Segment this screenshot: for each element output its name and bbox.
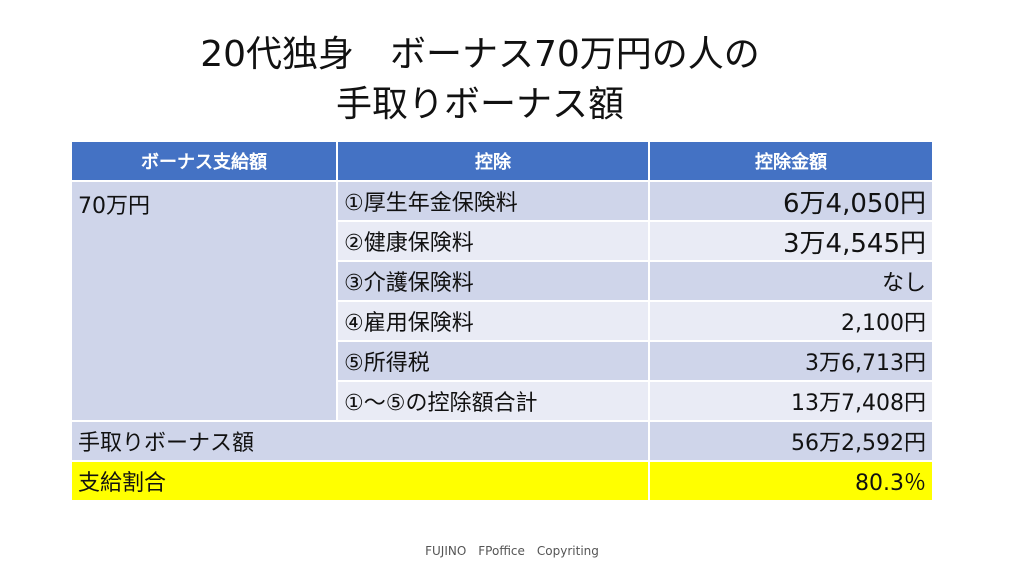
title-line-1: 20代独身 ボーナス70万円の人の	[200, 34, 760, 75]
ratio-row: 支給割合 80.3％	[70, 460, 934, 502]
title-line-2: 手取りボーナス額	[335, 84, 624, 125]
takehome-amount: 56万2,592円	[648, 420, 934, 462]
table-row: ⑤所得税 3万6,713円	[71, 340, 934, 382]
table-header-row: ボーナス支給額 控除 控除金額	[70, 140, 934, 182]
takehome-label: 手取りボーナス額	[70, 420, 650, 462]
deduction-label: ①厚生年金保険料	[336, 180, 650, 222]
header-deduction-amount: 控除金額	[648, 140, 934, 182]
table-row: ④雇用保険料 2,100円	[71, 300, 934, 342]
bonus-table: ボーナス支給額 控除 控除金額 70万円 ①厚生年金保険料 6万4,050円 ②…	[70, 140, 934, 502]
deduction-amount: 6万4,050円	[648, 180, 934, 222]
deduction-label: ④雇用保険料	[336, 300, 650, 342]
bonus-amount-cell: 70万円	[70, 180, 338, 422]
deduction-amount: 3万4,545円	[648, 220, 934, 262]
deduction-amount: 2,100円	[648, 300, 934, 342]
table-row: ①～⑤の控除額合計 13万7,408円	[71, 380, 934, 422]
footer-copyright: FUJINO FPoffice Copyriting	[425, 544, 599, 558]
deduction-amount: 3万6,713円	[648, 340, 934, 382]
table-row: 70万円 ①厚生年金保険料 6万4,050円	[70, 180, 934, 422]
deduction-total-label: ①～⑤の控除額合計	[336, 380, 650, 422]
deduction-amount: なし	[648, 260, 934, 302]
header-deduction: 控除	[336, 140, 650, 182]
takehome-row: 手取りボーナス額 56万2,592円	[70, 420, 934, 462]
deduction-label: ②健康保険料	[336, 220, 650, 262]
page-title: 20代独身 ボーナス70万円の人の 手取りボーナス額	[0, 30, 960, 130]
ratio-label: 支給割合	[70, 460, 650, 502]
table-row: ③介護保険料 なし	[71, 260, 934, 302]
deduction-label: ⑤所得税	[336, 340, 650, 382]
deduction-label: ③介護保険料	[336, 260, 650, 302]
header-bonus-amount: ボーナス支給額	[70, 140, 338, 182]
table-row: ②健康保険料 3万4,545円	[71, 220, 934, 262]
ratio-amount: 80.3％	[648, 460, 934, 502]
deduction-total-amount: 13万7,408円	[648, 380, 934, 422]
